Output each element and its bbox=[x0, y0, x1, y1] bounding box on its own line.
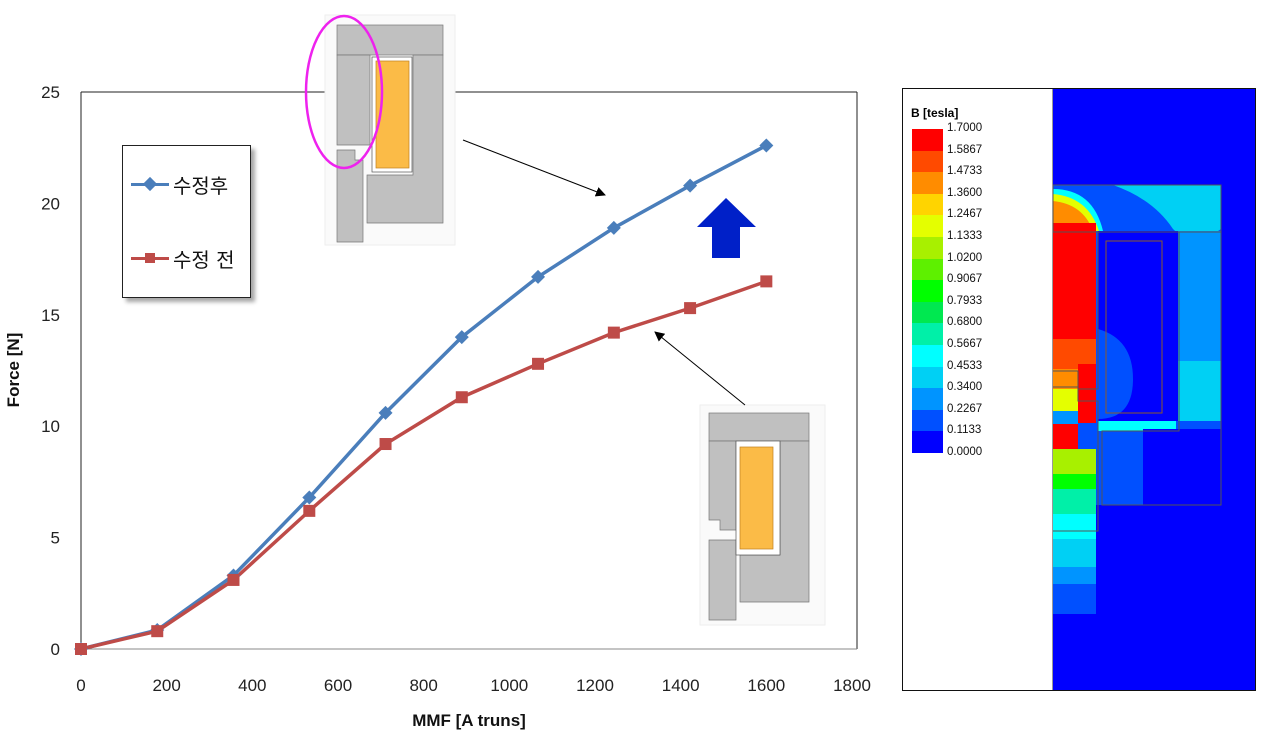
colorbar-swatch bbox=[912, 193, 943, 216]
y-tick-label: 10 bbox=[41, 417, 60, 436]
x-tick-label: 400 bbox=[238, 676, 266, 695]
data-point bbox=[532, 357, 545, 370]
x-tick-label: 200 bbox=[152, 676, 180, 695]
data-point bbox=[531, 269, 546, 284]
y-tick-label: 5 bbox=[51, 529, 60, 548]
colorbar-swatch bbox=[912, 150, 943, 173]
diamond-marker-icon bbox=[142, 176, 158, 192]
data-point bbox=[760, 275, 773, 288]
colorbar-title: B [tesla] bbox=[911, 106, 959, 120]
annotation-arrow-top bbox=[462, 139, 606, 197]
x-tick-label: 1000 bbox=[490, 676, 528, 695]
colorbar-label: 0.7933 bbox=[947, 294, 983, 307]
x-axis-label: MMF [A truns] bbox=[412, 711, 526, 730]
legend-label: 수정후 bbox=[173, 174, 229, 198]
colorbar-label: 0.1133 bbox=[947, 424, 982, 437]
plot-frame bbox=[80, 91, 858, 650]
data-point bbox=[455, 391, 468, 404]
colorbar-swatch bbox=[912, 280, 943, 303]
inset-original-geometry bbox=[699, 404, 826, 626]
x-tick-label: 1800 bbox=[833, 676, 871, 695]
data-point bbox=[759, 138, 774, 153]
colorbar-swatch bbox=[912, 323, 943, 346]
highlight-ellipse bbox=[304, 14, 384, 170]
series-line-1 bbox=[80, 279, 767, 651]
legend-item-modified: 수정후 bbox=[131, 170, 228, 199]
colorbar-label: 1.2467 bbox=[947, 208, 983, 221]
y-tick-label: 0 bbox=[51, 640, 60, 659]
colorbar-label: 0.3400 bbox=[947, 381, 983, 394]
series-line-0 bbox=[80, 143, 768, 651]
y-axis-label: Force [N] bbox=[4, 333, 23, 408]
colorbar-label: 1.4733 bbox=[947, 165, 983, 178]
colorbar-swatch bbox=[912, 431, 943, 454]
colorbar-label: 0.2267 bbox=[947, 402, 983, 415]
colorbar-swatch bbox=[912, 215, 943, 238]
flux-density-plot: B [tesla] 1.7000 1.5867 1.4733 1.3600 1.2467… bbox=[902, 88, 1256, 691]
colorbar-label: 0.4533 bbox=[947, 359, 983, 372]
data-point bbox=[303, 504, 316, 517]
x-tick-label: 600 bbox=[324, 676, 352, 695]
colorbar-swatch bbox=[912, 366, 943, 389]
data-point bbox=[683, 178, 698, 193]
y-tick-label: 15 bbox=[41, 306, 60, 325]
annotation-arrow-bottom bbox=[654, 331, 746, 406]
colorbar-label: 1.3600 bbox=[947, 186, 983, 199]
colorbar-swatch bbox=[912, 172, 943, 195]
colorbar-label: 0.0000 bbox=[947, 446, 983, 458]
colorbar-label: 1.1333 bbox=[947, 230, 983, 242]
legend-label: 수정 전 bbox=[173, 248, 235, 272]
colorbar-swatch bbox=[912, 237, 943, 259]
colorbar-swatch bbox=[912, 301, 943, 324]
data-point bbox=[454, 330, 469, 345]
x-tick-label: 800 bbox=[409, 676, 437, 695]
colorbar-swatch bbox=[912, 258, 943, 281]
data-point bbox=[607, 326, 620, 339]
colorbar-swatch bbox=[912, 129, 943, 151]
data-point bbox=[227, 573, 240, 586]
colorbar-label: 1.0200 bbox=[947, 251, 983, 264]
square-marker-icon bbox=[145, 253, 155, 263]
colorbar-swatch bbox=[912, 345, 943, 367]
data-point bbox=[378, 405, 393, 420]
x-tick-label: 1200 bbox=[576, 676, 614, 695]
data-point bbox=[302, 490, 317, 505]
colorbar-label: 1.7000 bbox=[947, 122, 983, 134]
data-point bbox=[379, 438, 392, 451]
data-point bbox=[606, 220, 621, 235]
y-tick-label: 20 bbox=[41, 194, 60, 213]
x-tick-label: 1600 bbox=[747, 676, 785, 695]
up-arrow-icon bbox=[697, 198, 756, 258]
inset-modified-geometry bbox=[304, 14, 456, 246]
x-tick-label: 1400 bbox=[662, 676, 700, 695]
colorbar-swatch bbox=[912, 388, 943, 411]
colorbar-label: 0.5667 bbox=[947, 338, 983, 350]
colorbar-label: 1.5867 bbox=[947, 143, 983, 156]
x-tick-label: 0 bbox=[76, 676, 85, 695]
data-point bbox=[151, 625, 164, 638]
legend-item-original: 수정 전 bbox=[131, 244, 235, 273]
data-point bbox=[684, 302, 697, 315]
force-chart: 0 200 400 600 800 1000 1200 1400 1600 1800 0 5 10 15 2… bbox=[4, 14, 871, 730]
legend: 수정후 수정 전 bbox=[122, 145, 251, 298]
data-point bbox=[75, 643, 87, 655]
colorbar-swatch bbox=[912, 409, 943, 432]
colorbar-label: 0.9067 bbox=[947, 273, 983, 286]
y-tick-label: 25 bbox=[41, 83, 60, 102]
colorbar-label: 0.6800 bbox=[947, 316, 983, 329]
field-map bbox=[1052, 89, 1255, 690]
